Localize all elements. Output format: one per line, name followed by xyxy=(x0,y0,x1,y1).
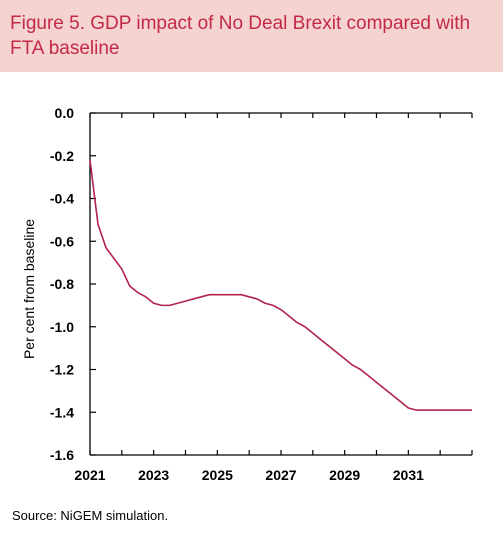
y-tick-label: -1.4 xyxy=(50,404,74,420)
figure-title: Figure 5. GDP impact of No Deal Brexit c… xyxy=(10,13,471,59)
y-tick-label: -1.2 xyxy=(50,362,74,378)
x-tick-label: 2025 xyxy=(202,467,233,483)
y-tick-label: 0.0 xyxy=(55,105,75,121)
chart-series xyxy=(89,159,472,411)
x-tick-label: 2023 xyxy=(138,467,169,483)
y-tick-label: -1.0 xyxy=(50,319,74,335)
y-tick-label: -0.8 xyxy=(50,276,74,292)
x-tick-label: 2029 xyxy=(329,467,360,483)
y-tick-label: -0.4 xyxy=(50,191,74,207)
y-tick-label: -1.6 xyxy=(50,447,74,463)
y-tick-label: -0.6 xyxy=(50,233,74,249)
chart-ticks xyxy=(89,112,473,456)
x-tick-label: 2021 xyxy=(74,467,105,483)
x-tick-label: 2031 xyxy=(393,467,424,483)
figure-title-banner: Figure 5. GDP impact of No Deal Brexit c… xyxy=(0,0,503,72)
x-tick-label: 2027 xyxy=(265,467,296,483)
chart-axes xyxy=(89,112,472,456)
y-axis-title: Per cent from baseline xyxy=(21,219,37,359)
series-line xyxy=(89,159,472,411)
y-tick-label: -0.2 xyxy=(50,148,74,164)
source-note: Source: NiGEM simulation. xyxy=(12,508,169,523)
